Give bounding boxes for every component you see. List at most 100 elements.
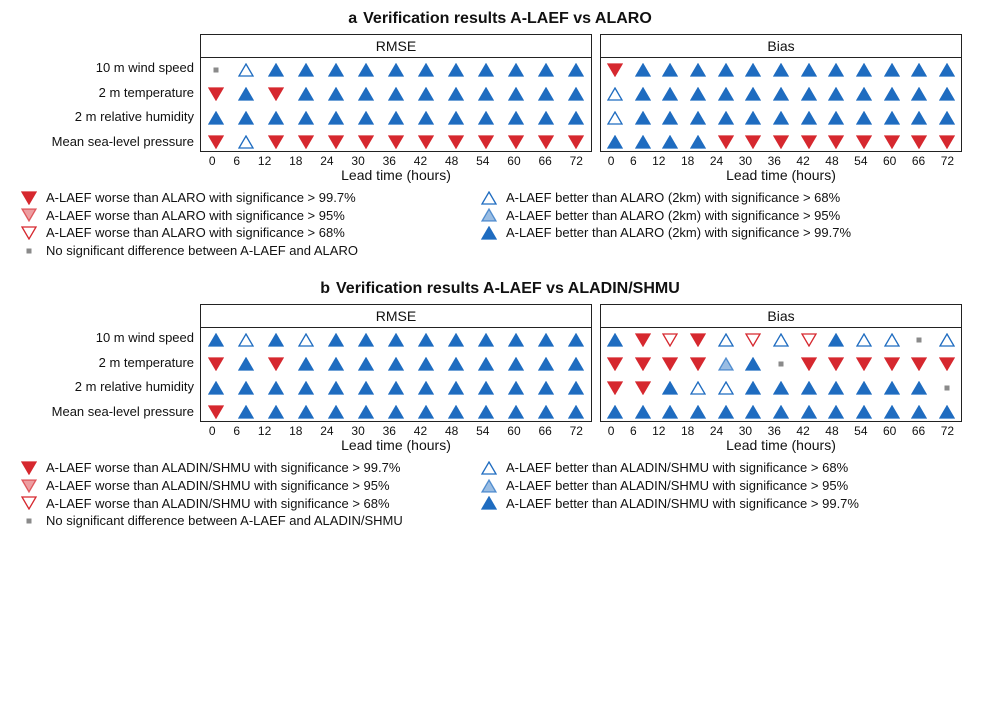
- marker-b997: [508, 381, 524, 395]
- marker-b997: [635, 63, 651, 77]
- marker-b68: [773, 333, 789, 347]
- marker-b997: [773, 405, 789, 419]
- marker-b997: [662, 405, 678, 419]
- marker-b997: [478, 333, 494, 347]
- marker-b997: [662, 135, 678, 149]
- marker-row: [601, 328, 961, 352]
- marker-b997: [298, 381, 314, 395]
- marker-b997: [508, 111, 524, 125]
- marker-b997: [690, 87, 706, 101]
- chart-box: RMSE: [200, 34, 592, 152]
- x-axis: 061218243036424854606672Lead time (hours…: [200, 152, 592, 182]
- panel-title-text: Verification results A-LAEF vs ALADIN/SH…: [336, 280, 680, 297]
- marker-b68: [718, 333, 734, 347]
- marker-b997: [358, 333, 374, 347]
- marker-b997: [884, 381, 900, 395]
- x-axis: 061218243036424854606672Lead time (hours…: [600, 152, 962, 182]
- marker-b997: [418, 87, 434, 101]
- marker-b997: [208, 111, 224, 125]
- legend-item: A-LAEF better than ALADIN/SHMU with sign…: [480, 478, 859, 494]
- y-label: 2 m relative humidity: [20, 110, 194, 124]
- marker-b997: [478, 405, 494, 419]
- marker-b68: [298, 333, 314, 347]
- marker-b997: [801, 111, 817, 125]
- x-tick: 0: [608, 154, 615, 168]
- marker-r997: [884, 135, 900, 149]
- x-axis-label: Lead time (hours): [200, 437, 592, 453]
- x-tick: 48: [445, 154, 458, 168]
- marker-b68: [718, 381, 734, 395]
- chart-body: [201, 58, 591, 154]
- legend-icon-r997: [20, 461, 38, 475]
- marker-b997: [388, 63, 404, 77]
- marker-b997: [298, 405, 314, 419]
- marker-b68: [607, 111, 623, 125]
- marker-r997: [856, 357, 872, 371]
- marker-b997: [662, 87, 678, 101]
- marker-b997: [328, 63, 344, 77]
- marker-r997: [773, 135, 789, 149]
- marker-b997: [388, 87, 404, 101]
- x-tick: 48: [445, 424, 458, 438]
- legend-item: A-LAEF better than ALARO (2km) with sign…: [480, 208, 851, 224]
- marker-b997: [388, 111, 404, 125]
- legend-icon-b997: [480, 226, 498, 240]
- legend: A-LAEF worse than ALARO with significanc…: [20, 190, 980, 258]
- x-tick-row: 061218243036424854606672: [600, 152, 962, 168]
- legend-text: A-LAEF better than ALARO (2km) with sign…: [506, 208, 840, 224]
- legend-text: A-LAEF worse than ALARO with significanc…: [46, 225, 345, 241]
- marker-b997: [268, 111, 284, 125]
- x-tick: 72: [570, 424, 583, 438]
- marker-none: [939, 381, 955, 395]
- marker-r997: [828, 135, 844, 149]
- marker-b997: [690, 135, 706, 149]
- marker-r997: [884, 357, 900, 371]
- marker-b997: [448, 357, 464, 371]
- marker-r997: [828, 357, 844, 371]
- x-tick: 42: [796, 424, 809, 438]
- marker-r997: [268, 357, 284, 371]
- legend-icon-r95: [20, 208, 38, 222]
- panel-title: aVerification results A-LAEF vs ALARO: [20, 10, 980, 28]
- marker-row: [601, 376, 961, 400]
- marker-b997: [690, 111, 706, 125]
- x-tick: 36: [768, 154, 781, 168]
- marker-b997: [358, 87, 374, 101]
- chart-header: Bias: [601, 35, 961, 58]
- marker-b997: [418, 357, 434, 371]
- marker-b997: [884, 111, 900, 125]
- marker-r997: [856, 135, 872, 149]
- marker-r997: [801, 135, 817, 149]
- marker-b997: [662, 111, 678, 125]
- marker-r997: [911, 135, 927, 149]
- marker-b68: [238, 135, 254, 149]
- marker-b997: [358, 381, 374, 395]
- marker-r997: [208, 135, 224, 149]
- marker-row: [601, 352, 961, 376]
- legend-col-right: A-LAEF better than ALARO (2km) with sign…: [480, 190, 851, 258]
- y-label: 2 m relative humidity: [20, 380, 194, 394]
- marker-b997: [508, 63, 524, 77]
- marker-b997: [448, 87, 464, 101]
- marker-b997: [939, 87, 955, 101]
- marker-b997: [856, 63, 872, 77]
- marker-b997: [508, 405, 524, 419]
- marker-b997: [538, 405, 554, 419]
- marker-b997: [478, 87, 494, 101]
- marker-b997: [911, 111, 927, 125]
- x-tick: 48: [825, 424, 838, 438]
- marker-b997: [828, 63, 844, 77]
- chart-header: RMSE: [201, 35, 591, 58]
- legend-item: A-LAEF worse than ALADIN/SHMU with signi…: [20, 496, 480, 512]
- legend-item: A-LAEF worse than ALADIN/SHMU with signi…: [20, 460, 480, 476]
- y-label: Mean sea-level pressure: [20, 135, 194, 149]
- x-tick: 12: [652, 154, 665, 168]
- x-tick: 0: [209, 154, 216, 168]
- panel-b: bVerification results A-LAEF vs ALADIN/S…: [20, 280, 980, 528]
- x-tick: 6: [630, 424, 637, 438]
- marker-b997: [238, 87, 254, 101]
- marker-r997: [607, 381, 623, 395]
- marker-b68: [238, 333, 254, 347]
- legend-text: A-LAEF worse than ALADIN/SHMU with signi…: [46, 478, 390, 494]
- legend-item: A-LAEF worse than ALARO with significanc…: [20, 208, 480, 224]
